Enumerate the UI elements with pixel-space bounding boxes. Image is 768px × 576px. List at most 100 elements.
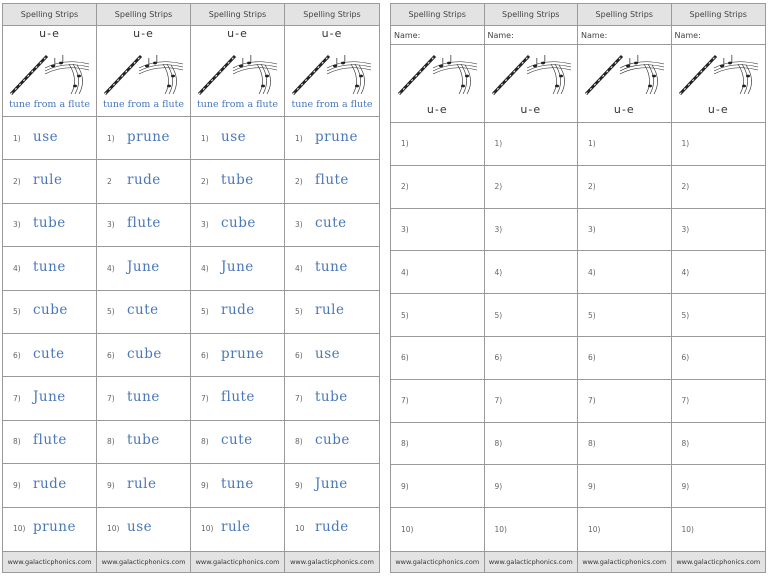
word-row: 10) rule (191, 506, 284, 550)
item-number: 6) (107, 350, 115, 360)
spelling-word: tune (315, 258, 348, 275)
word-row: 2) flute (285, 159, 379, 202)
sound-label: u-e (39, 27, 60, 40)
name-divider (391, 44, 484, 45)
blank-row: 4) (484, 250, 577, 293)
item-number: 1) (13, 133, 21, 143)
strip: Spelling Strips u-e tune from a flute 1) use… (191, 4, 285, 572)
word-row: 4) June (191, 246, 284, 289)
item-number: 3) (494, 224, 503, 234)
item-number: 5) (107, 307, 115, 317)
footer: www.galacticphonics.com (3, 551, 96, 572)
item-number: 9) (681, 481, 690, 491)
item-number: 3) (107, 220, 115, 230)
strip: Spelling Strips Name: u-e 1) 2) 3) 4) 5) 6) 7) 8) 9… (671, 4, 765, 572)
word-row: 7) flute (191, 376, 284, 419)
spelling-word: cute (127, 302, 159, 319)
blank-row: 10) (391, 507, 484, 550)
spelling-word: flute (315, 172, 349, 189)
item-number: 6) (494, 353, 503, 363)
item-number: 3) (295, 220, 303, 230)
word-row: 6) prune (191, 333, 284, 376)
word-row: 7) tune (97, 376, 190, 419)
word-row: 6) cube (97, 333, 190, 376)
blank-row: 7) (484, 378, 577, 422)
flute-picture (197, 50, 279, 98)
spelling-word: rude (221, 302, 255, 319)
footer: www.galacticphonics.com (391, 551, 484, 572)
blank-row: 4) (391, 250, 484, 293)
blank-row: 9) (391, 464, 484, 507)
blank-row: 7) (578, 378, 671, 422)
flute-picture (397, 50, 479, 98)
footer: www.galacticphonics.com (285, 551, 379, 572)
blank-row: 6) (484, 336, 577, 379)
spelling-word: cube (33, 302, 68, 319)
spelling-word: tune (221, 475, 254, 492)
spelling-word: flute (221, 389, 255, 406)
name-label: Name: (581, 31, 608, 40)
strip-header: Spelling Strips (578, 4, 671, 26)
item-number: 3) (401, 224, 409, 234)
sound-label: u-e (133, 27, 154, 40)
spelling-word: tube (315, 389, 348, 406)
sound-label: u-e (227, 27, 248, 40)
spelling-word: prune (127, 128, 170, 145)
word-row: 9) tune (191, 463, 284, 506)
name-divider (578, 44, 671, 45)
blank-row: 3) (578, 207, 671, 251)
word-row: 10 rude (285, 506, 379, 550)
flute-picture (291, 50, 373, 98)
item-number: 2) (588, 182, 596, 192)
item-number: 6) (295, 350, 303, 360)
word-row: 8) flute (3, 419, 96, 463)
spelling-word: prune (221, 345, 264, 362)
name-divider (484, 44, 577, 45)
footer: www.galacticphonics.com (578, 551, 671, 572)
spelling-word: prune (315, 128, 358, 145)
strip-header: Spelling Strips (671, 4, 765, 26)
blank-row: 8) (484, 421, 577, 465)
item-number: 8) (13, 437, 21, 447)
item-number: 7) (681, 396, 690, 406)
strip-header: Spelling Strips (97, 4, 190, 26)
item-number: 6) (13, 350, 21, 360)
blank-row: 9) (671, 464, 765, 507)
spelling-word: June (33, 389, 66, 406)
word-row: 5) cute (97, 289, 190, 333)
caption: tune from a flute (8, 99, 91, 110)
item-number: 10) (107, 524, 120, 534)
strip-header: Spelling Strips (391, 4, 484, 26)
item-number: 5) (588, 310, 596, 320)
item-number: 8) (401, 438, 409, 448)
word-row: 5) rude (191, 289, 284, 333)
item-number: 8) (494, 438, 503, 448)
blank-row: 4) (578, 250, 671, 293)
item-number: 5) (681, 310, 690, 320)
item-number: 9) (401, 481, 409, 491)
item-number: 1) (107, 133, 115, 143)
spelling-word: rule (33, 172, 63, 189)
blank-row: 8) (391, 421, 484, 465)
blank-row: 8) (671, 421, 765, 465)
item-number: 6) (588, 353, 596, 363)
blank-row: 1) (484, 122, 577, 165)
name-label: Name: (487, 31, 514, 40)
sound-label: u-e (520, 103, 542, 116)
word-row: 9) June (285, 463, 379, 506)
item-number: 2) (13, 177, 21, 187)
strip-header: Spelling Strips (484, 4, 577, 26)
strip: Spelling Strips u-e tune from a flute 1) use… (3, 4, 97, 572)
item-number: 2) (295, 177, 303, 187)
blank-row: 3) (671, 207, 765, 251)
blank-row: 9) (484, 464, 577, 507)
flute-picture (678, 50, 760, 98)
item-number: 1) (681, 139, 690, 149)
word-row: 8) cute (191, 419, 284, 463)
item-number: 6) (681, 353, 690, 363)
item-number: 9) (201, 480, 209, 490)
item-number: 10) (401, 524, 414, 534)
word-row: 4) tune (285, 246, 379, 289)
item-number: 4) (295, 263, 303, 273)
item-number: 9) (494, 481, 503, 491)
